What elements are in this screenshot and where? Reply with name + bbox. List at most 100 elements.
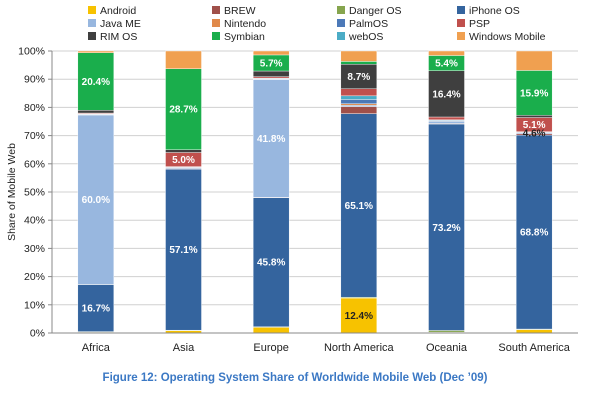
y-tick-label: 40% xyxy=(24,215,45,227)
legend-label: RIM OS xyxy=(100,31,137,43)
bar-segment-iphone-os xyxy=(340,113,378,298)
bar-stack-asia: 57.1% 5.0% 28.7% xyxy=(165,50,202,334)
legend-item-java-me: Java ME xyxy=(88,18,141,30)
bar-segment-windows-mobile xyxy=(77,50,115,53)
y-axis-label: Share of Mobile Web xyxy=(6,143,18,241)
bar-segment-android xyxy=(252,327,290,334)
y-axis: 0% 10% 20% 30% 40% 50% 60% 70% 80% 90% 100% xyxy=(18,46,53,340)
data-label: 28.7% xyxy=(169,105,197,116)
legend-swatch xyxy=(88,32,96,40)
bar-segment-windows-mobile xyxy=(428,50,465,56)
legend-swatch xyxy=(212,32,220,40)
data-label: 41.8% xyxy=(257,134,285,145)
legend-swatch xyxy=(457,6,465,14)
legend-item-symbian: Symbian xyxy=(212,31,265,43)
figure-caption: Figure 12: Operating System Share of Wor… xyxy=(102,372,488,384)
bar-segment-psp xyxy=(340,88,378,97)
x-tick-label: Europe xyxy=(253,342,288,354)
legend-item-palmos: PalmOS xyxy=(337,18,388,30)
bar-segment-psp xyxy=(428,116,465,121)
bar-segment-iphone-os xyxy=(77,284,115,332)
legend: Android BREW Danger OS iPhone OS Java ME Nint… xyxy=(88,5,546,43)
data-label: 12.4% xyxy=(345,311,373,322)
x-tick-label: Africa xyxy=(82,342,111,354)
legend-label: Java ME xyxy=(100,18,141,30)
bar-segment-brew xyxy=(340,106,378,114)
bar-segment-iphone-os xyxy=(252,197,290,327)
data-label: 65.1% xyxy=(345,201,373,212)
y-tick-label: 30% xyxy=(24,243,45,255)
bar-segment-java-me xyxy=(77,114,115,285)
legend-item-android: Android xyxy=(88,5,136,17)
bar-segment-windows-mobile xyxy=(252,50,290,56)
data-label: 16.7% xyxy=(82,304,110,315)
legend-swatch xyxy=(457,19,465,27)
bar-segment-rim-os xyxy=(515,115,553,118)
data-label: 16.4% xyxy=(432,89,460,100)
legend-label: PSP xyxy=(469,18,490,30)
legend-item-windows-mobile: Windows Mobile xyxy=(457,31,546,43)
legend-swatch xyxy=(337,6,345,14)
bar-stack-oceania: 73.2% 16.4% 5.4% xyxy=(428,50,465,334)
bar-segment-windows-mobile xyxy=(515,50,553,71)
bar-segment-rim-os xyxy=(428,70,465,118)
y-tick-label: 60% xyxy=(24,158,45,170)
bar-segment-java-me xyxy=(252,79,290,198)
bar-segment-iphone-os xyxy=(515,134,553,330)
bar-segment-danger-os xyxy=(428,330,465,333)
bar-stack-south-america: 68.8% 5.1% 15.9% 4.6% xyxy=(515,50,553,334)
legend-item-danger-os: Danger OS xyxy=(337,5,402,17)
bar-segment-psp xyxy=(252,76,290,79)
data-label: 45.8% xyxy=(257,258,285,269)
legend-swatch xyxy=(88,6,96,14)
data-label: 4.6% xyxy=(523,129,546,140)
bar-segment-palmos xyxy=(340,99,378,104)
data-label: 5.7% xyxy=(260,58,283,69)
legend-item-webos: webOS xyxy=(337,31,383,43)
bar-segment-iphone-os xyxy=(165,168,202,331)
legend-swatch xyxy=(212,6,220,14)
legend-label: Symbian xyxy=(224,31,265,43)
y-tick-label: 20% xyxy=(24,271,45,283)
bar-segment-iphone-os xyxy=(428,123,465,331)
bar-segment-symbian xyxy=(77,52,115,111)
legend-swatch xyxy=(88,19,96,27)
bar-segment-symbian xyxy=(165,68,202,150)
bar-segment-android xyxy=(340,297,378,334)
legend-item-brew: BREW xyxy=(212,5,256,17)
y-tick-label: 10% xyxy=(24,299,45,311)
legend-swatch xyxy=(337,32,345,40)
data-label: 8.7% xyxy=(347,72,370,83)
y-tick-label: 90% xyxy=(24,74,45,86)
bar-segment-rim-os xyxy=(252,70,290,77)
bar-segment-android xyxy=(515,329,553,334)
x-tick-label: Oceania xyxy=(426,342,468,354)
legend-label: Android xyxy=(100,5,136,17)
data-label: 60.0% xyxy=(82,195,110,206)
legend-swatch xyxy=(212,19,220,27)
y-tick-label: 100% xyxy=(18,46,45,58)
legend-item-iphone-os: iPhone OS xyxy=(457,5,520,17)
x-axis: Africa Asia Europe North America Oceania Sout… xyxy=(52,332,578,354)
data-label: 15.9% xyxy=(520,88,548,99)
bar-segment-rim-os xyxy=(165,149,202,153)
bar-segment-windows-mobile xyxy=(165,50,202,69)
bar-stack-africa: 16.7% 60.0% 20.4% xyxy=(77,50,115,334)
bar-segment-windows-mobile xyxy=(340,50,378,62)
x-tick-label: North America xyxy=(324,342,395,354)
x-tick-label: South America xyxy=(498,342,570,354)
legend-item-rim-os: RIM OS xyxy=(88,31,137,43)
legend-label: webOS xyxy=(348,31,383,43)
bar-segment-java-me xyxy=(340,104,378,107)
bar-segment-rim-os xyxy=(77,110,115,114)
y-tick-label: 0% xyxy=(30,328,45,340)
bar-segment-rim-os xyxy=(340,64,378,89)
legend-label: Windows Mobile xyxy=(469,31,546,43)
legend-label: PalmOS xyxy=(349,18,388,30)
bar-stack-north-america: 12.4% 65.1% 8.7% xyxy=(340,50,378,334)
y-tick-label: 50% xyxy=(24,187,45,199)
bar-segment-java-me xyxy=(428,121,465,124)
data-label: 68.8% xyxy=(520,228,548,239)
bar-segment-nintendo xyxy=(340,103,378,106)
legend-label: Danger OS xyxy=(349,5,402,17)
